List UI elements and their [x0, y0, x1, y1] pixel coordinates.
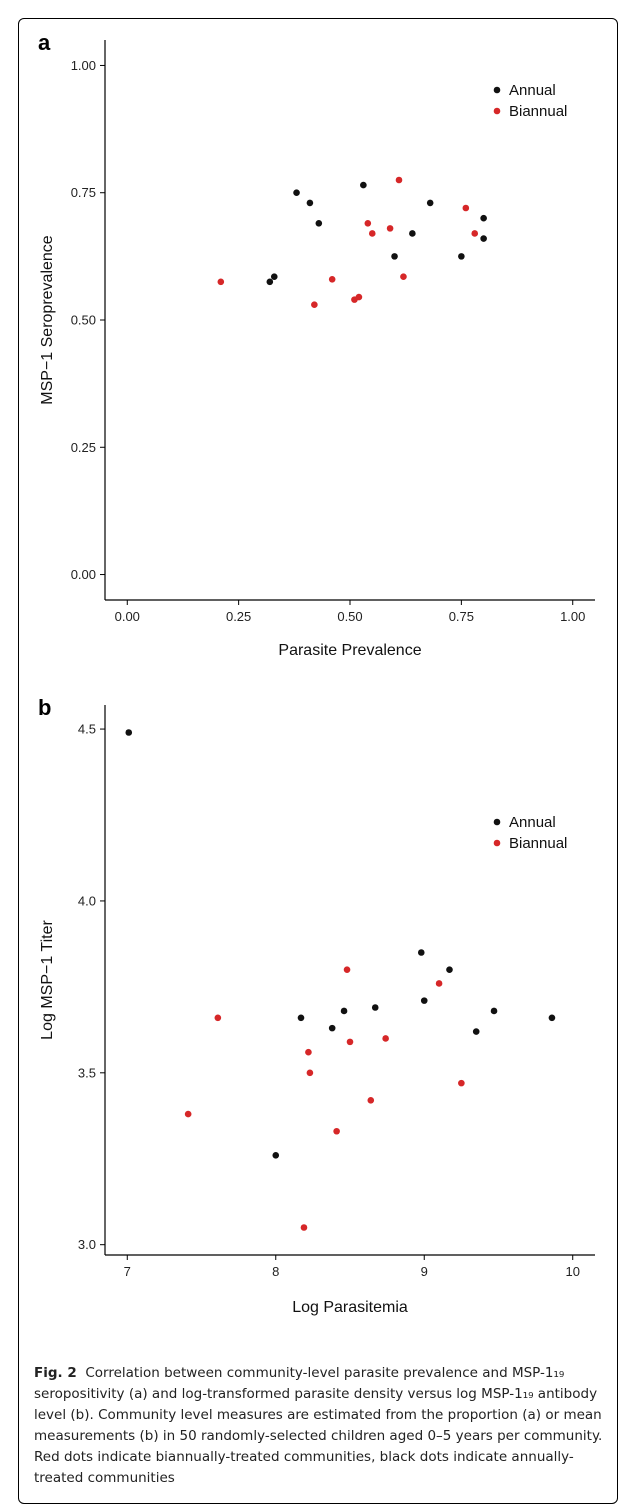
data-point-biannual	[368, 230, 376, 237]
legend-label-biannual: Biannual	[509, 835, 567, 852]
y-axis-label: MSP−1 Seroprevalence	[39, 235, 56, 405]
legend-label-biannual: Biannual	[509, 103, 567, 120]
data-point-annual	[409, 230, 416, 237]
y-tick-label: 3.0	[78, 1237, 96, 1252]
legend-marker-annual	[493, 86, 501, 94]
x-axis-label: Log Parasitemia	[292, 1299, 408, 1316]
data-point-annual	[490, 1007, 498, 1015]
data-point-annual	[293, 189, 300, 197]
scatter-panel-a: a 0.00 0.25 0.50 0.75 1.00 0.00 0.25 0.50 0.75 1.0…	[38, 30, 595, 659]
data-point-annual	[420, 997, 428, 1004]
data-point-biannual	[214, 1014, 222, 1022]
figure-frame	[18, 18, 618, 1504]
x-tick-label: 0.25	[226, 609, 251, 624]
data-point-biannual	[333, 1127, 340, 1135]
data-point-annual	[417, 949, 425, 956]
data-point-annual	[472, 1028, 480, 1035]
data-point-biannual	[305, 1048, 312, 1056]
data-point-biannual	[184, 1110, 192, 1118]
data-point-biannual	[311, 301, 318, 309]
data-point-biannual	[458, 1079, 465, 1087]
data-point-biannual	[386, 225, 394, 232]
x-tick-label: 8	[272, 1264, 279, 1279]
data-point-annual	[371, 1004, 379, 1011]
y-tick-label: 0.75	[71, 185, 96, 200]
panel-label: a	[38, 30, 51, 55]
x-tick-label: 10	[565, 1264, 579, 1279]
x-tick-label: 0.50	[337, 609, 362, 624]
data-point-annual	[446, 966, 453, 973]
legend-marker-annual	[493, 818, 501, 826]
data-point-annual	[328, 1024, 336, 1032]
legend-marker-biannual	[493, 839, 501, 847]
x-tick-label: 0.75	[449, 609, 474, 624]
data-point-annual	[270, 273, 278, 281]
x-tick-label: 7	[124, 1264, 131, 1279]
data-point-annual	[480, 214, 487, 222]
data-point-biannual	[346, 1038, 354, 1046]
caption-fig-label: Fig. 2	[34, 1365, 77, 1381]
y-tick-label: 0.00	[71, 567, 96, 582]
data-point-biannual	[364, 219, 372, 227]
x-tick-label: 1.00	[560, 609, 585, 624]
data-point-biannual	[217, 278, 225, 286]
x-axis-label: Parasite Prevalence	[278, 642, 421, 659]
data-point-annual	[272, 1152, 280, 1159]
data-point-annual	[297, 1014, 305, 1022]
y-tick-label: 4.5	[78, 722, 96, 737]
data-point-biannual	[328, 275, 336, 283]
data-point-annual	[315, 219, 323, 227]
y-tick-label: 4.0	[78, 893, 96, 908]
y-tick-label: 0.25	[71, 440, 96, 455]
figure-charts: a 0.00 0.25 0.50 0.75 1.00 0.00 0.25 0.50 0.75 1.0…	[38, 30, 595, 1316]
data-point-biannual	[400, 273, 407, 281]
data-point-annual	[306, 199, 314, 207]
x-tick-label: 0.00	[115, 609, 140, 624]
y-tick-label: 3.5	[78, 1065, 96, 1080]
data-point-annual	[458, 253, 465, 260]
legend-label-annual: Annual	[509, 814, 556, 831]
data-point-biannual	[355, 293, 363, 301]
data-point-biannual	[306, 1069, 314, 1077]
scatter-panel-b: b 3.0 3.5 4.0 4.5 7 8 9 10 Log Parasitemia Log MSP…	[38, 695, 595, 1316]
legend-marker-biannual	[493, 107, 501, 115]
x-tick-label: 9	[421, 1264, 428, 1279]
data-point-annual	[360, 181, 367, 189]
panel-label: b	[38, 695, 51, 720]
data-point-biannual	[382, 1035, 389, 1042]
data-point-annual	[548, 1014, 556, 1022]
data-point-biannual	[462, 204, 470, 212]
data-point-annual	[266, 278, 274, 286]
y-tick-label: 0.50	[71, 313, 96, 328]
data-point-biannual	[435, 980, 443, 987]
data-point-biannual	[395, 176, 403, 184]
data-point-biannual	[343, 966, 351, 973]
data-point-biannual	[471, 230, 479, 237]
data-point-annual	[480, 235, 487, 242]
caption-text: Correlation between community-level para…	[34, 1365, 603, 1486]
data-point-biannual	[300, 1224, 308, 1231]
data-point-annual	[391, 253, 398, 260]
legend-label-annual: Annual	[509, 82, 556, 99]
data-point-annual	[426, 199, 434, 207]
data-point-annual	[340, 1007, 348, 1015]
data-point-biannual	[367, 1097, 375, 1104]
data-point-annual	[125, 729, 133, 736]
y-tick-label: 1.00	[71, 58, 96, 73]
figure-caption: Fig. 2 Correlation between community-lev…	[34, 1363, 604, 1489]
y-axis-label: Log MSP−1 Titer	[39, 920, 56, 1040]
